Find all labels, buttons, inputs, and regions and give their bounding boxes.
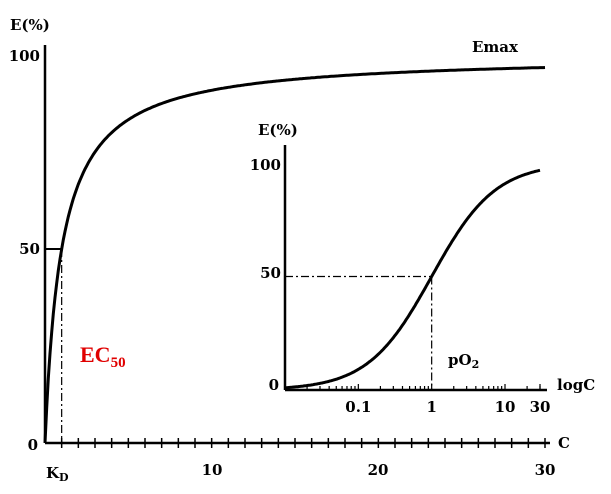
- inset-y-axis-label: E(%): [258, 121, 298, 139]
- inset-xtick-label: 1: [426, 398, 436, 416]
- main-x-axis-label: C: [558, 434, 570, 452]
- inset-curve: [284, 168, 541, 390]
- ec50-label: EC50: [80, 342, 126, 371]
- inset-xtick-label: 10: [495, 398, 516, 416]
- inset-ytick-100: 100: [250, 156, 281, 174]
- inset-ytick-0: 0: [269, 376, 279, 394]
- main-y-axis-label: E(%): [10, 16, 50, 34]
- inset-xtick-label: 0.1: [345, 398, 371, 416]
- main-curve: [43, 66, 546, 444]
- inset-chart: E(%) 100 50 0 logC pO2 0.1 1 10 30: [250, 121, 596, 416]
- emax-label: Emax: [472, 38, 519, 56]
- main-ytick-50: 50: [19, 240, 40, 258]
- main-xtick-30: 30: [535, 461, 556, 479]
- inset-xtick-label: 30: [530, 398, 551, 416]
- main-xtick-10: 10: [202, 461, 223, 479]
- inset-ytick-50: 50: [260, 264, 281, 282]
- main-ytick-0: 0: [28, 436, 38, 454]
- inset-x-axis-label: logC: [557, 376, 595, 394]
- po2-label: pO2: [448, 351, 479, 371]
- kd-label: KD: [46, 464, 69, 484]
- main-chart: E(%) 100 50 0 10 20 30 C KD Emax EC50: [9, 16, 570, 484]
- main-xtick-20: 20: [368, 461, 389, 479]
- main-ytick-100: 100: [9, 47, 40, 65]
